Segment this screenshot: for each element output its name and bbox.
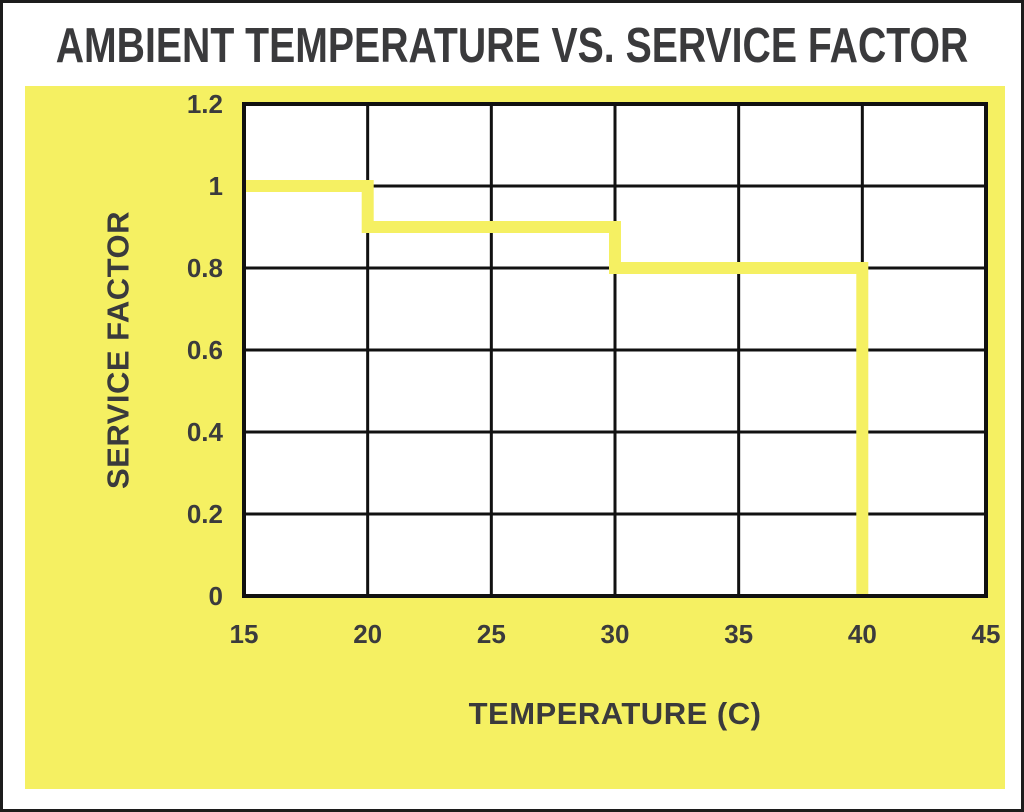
x-tick-label: 45 xyxy=(972,619,1001,649)
x-tick-label: 40 xyxy=(848,619,877,649)
chart-title: AMBIENT TEMPERATURE VS. SERVICE FACTOR xyxy=(55,19,969,73)
step-line-series xyxy=(244,180,869,596)
x-tick-label: 35 xyxy=(724,619,753,649)
y-tick-label: 1.2 xyxy=(187,89,223,119)
y-tick-label: 1 xyxy=(209,171,223,201)
x-tick-label: 15 xyxy=(230,619,259,649)
y-tick-label: 0 xyxy=(209,581,223,611)
x-tick-label: 30 xyxy=(601,619,630,649)
x-axis-title: TEMPERATURE (C) xyxy=(468,696,762,731)
y-tick-label: 0.4 xyxy=(187,417,224,447)
y-tick-label: 0.8 xyxy=(187,253,223,283)
x-tick-label: 25 xyxy=(477,619,506,649)
plot-border xyxy=(242,102,988,598)
y-tick-label: 0.6 xyxy=(187,335,223,365)
chart-canvas: 15 20 25 30 35 40 45 0 0.2 0.4 0.6 0.8 1 1.2 xyxy=(187,89,1001,649)
x-tick-label: 20 xyxy=(353,619,382,649)
chart-panel: 15 20 25 30 35 40 45 0 0.2 0.4 0.6 0.8 1 1.2 SERVICE … xyxy=(25,86,1005,789)
y-axis-title: SERVICE FACTOR xyxy=(100,210,136,490)
y-tick-label: 0.2 xyxy=(187,499,223,529)
